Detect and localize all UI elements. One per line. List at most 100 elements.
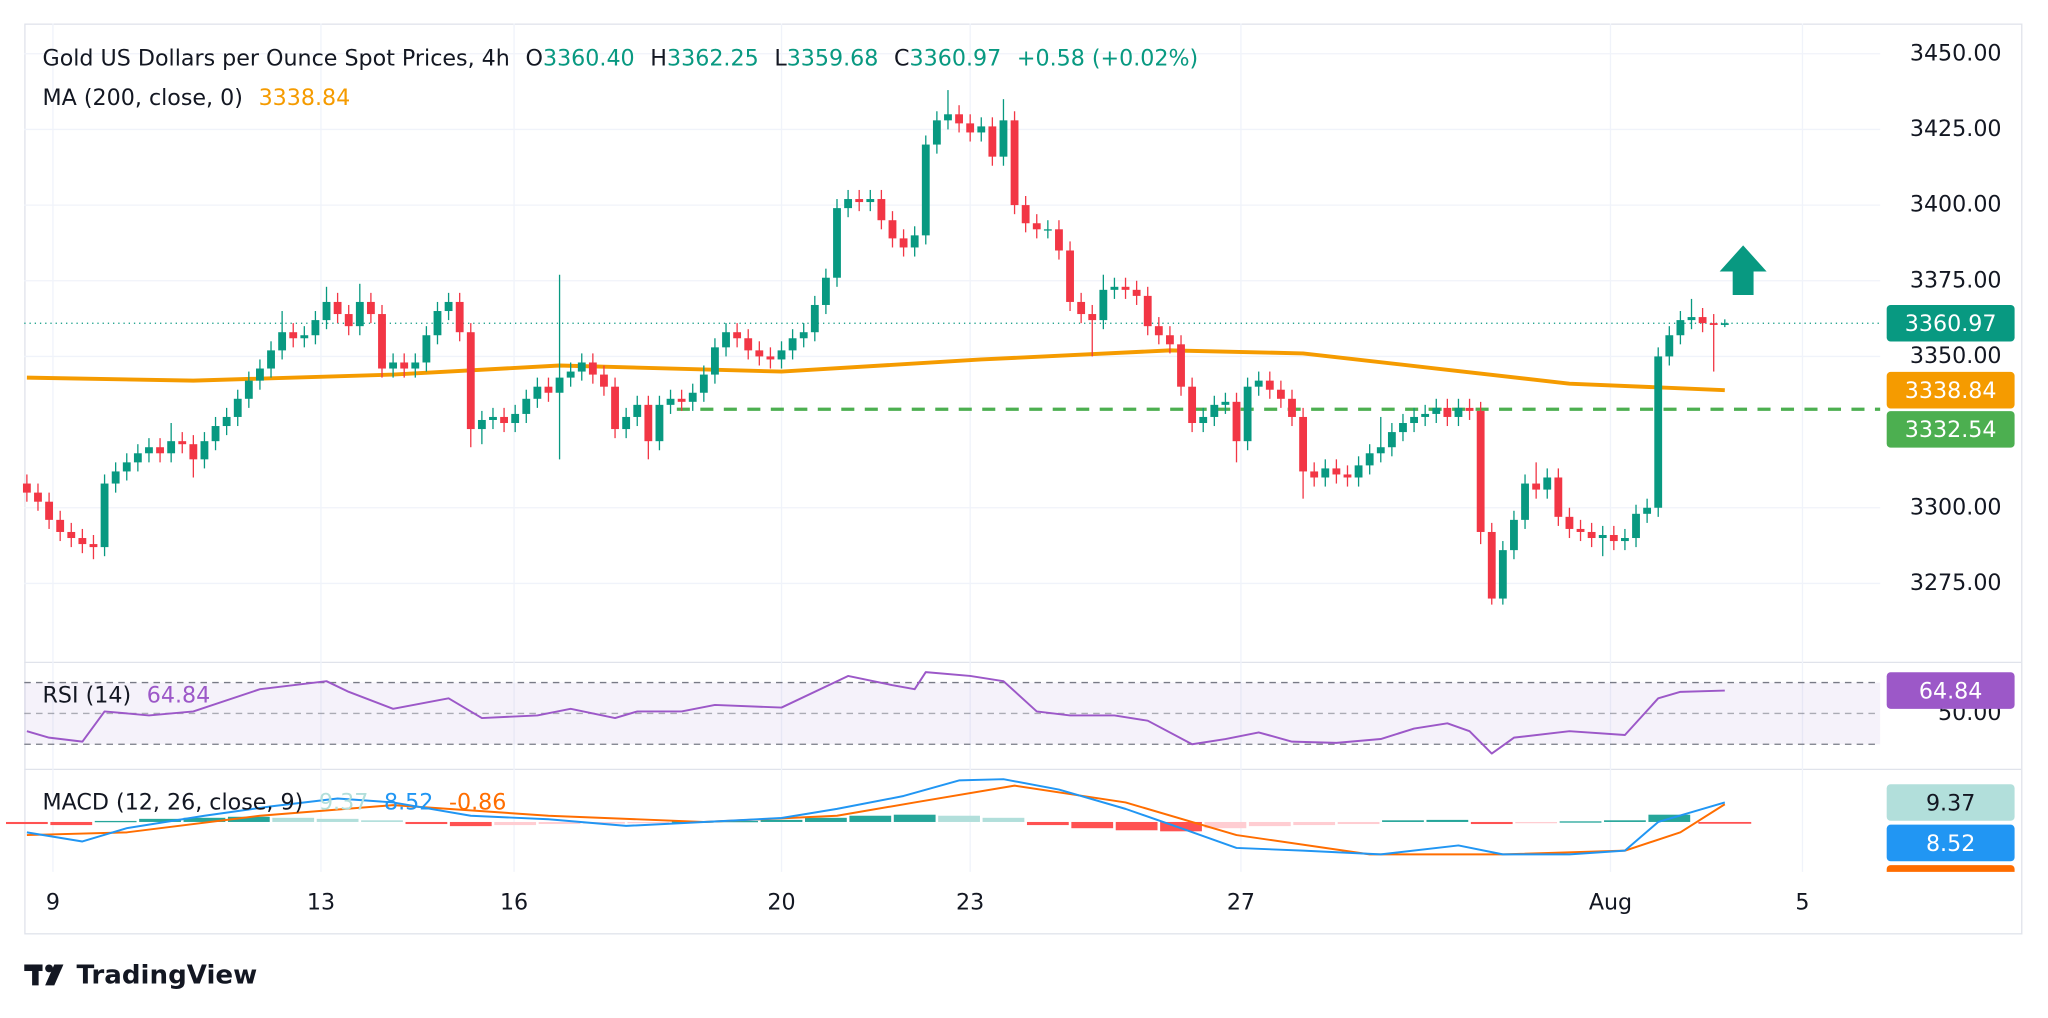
candle-body (1443, 407, 1452, 417)
rsi-value: 64.84 (147, 682, 210, 708)
macd-badge-bg (1886, 865, 2015, 872)
x-tick-label: 27 (1227, 890, 1255, 916)
candle-body (122, 462, 131, 472)
macd-badge-text: 9.37 (1926, 790, 1975, 816)
candle-body (466, 332, 475, 430)
histogram-bar (716, 820, 759, 823)
candle-body (511, 413, 520, 424)
signal-value: 8.52 (384, 789, 433, 815)
candle-body (1154, 326, 1163, 336)
candle-body (977, 126, 986, 133)
macd-legend: MACD (12, 26, close, 9) 9.37 8.52 -0.86 (43, 789, 507, 815)
up-arrow-icon (1719, 245, 1767, 295)
histogram-bar (849, 815, 892, 822)
histogram-bar (1698, 821, 1752, 824)
candle-body (1410, 416, 1418, 424)
price-badge-bg (1886, 411, 2015, 448)
candle-body (1010, 120, 1019, 206)
ma-legend: MA (200, close, 0) 3338.84 (43, 84, 351, 110)
rsi-name: RSI (14) (43, 682, 132, 708)
candle-body (1055, 229, 1063, 251)
price-badge-bg (1886, 371, 2015, 409)
candle-body (844, 199, 853, 209)
candle-body (677, 398, 686, 402)
candle-body (1665, 335, 1674, 357)
candle-body (1221, 401, 1230, 405)
candle-body (211, 426, 220, 442)
histogram-bar (1160, 821, 1202, 832)
histogram-bar (361, 820, 403, 822)
histogram-bar (1248, 821, 1291, 827)
candle-body (777, 350, 786, 360)
ma-name: MA (200, close, 0) (43, 84, 243, 110)
candle-body (355, 301, 364, 327)
candle-body (1720, 323, 1729, 325)
logo-part (45, 964, 64, 986)
candle-body (1687, 317, 1696, 321)
histogram-bar (1426, 819, 1469, 822)
candle-body (1188, 386, 1197, 424)
histogram-bar (583, 821, 625, 824)
candle-body (866, 199, 875, 203)
candle-body (899, 238, 908, 248)
rsi-legend: RSI (14) 64.84 (43, 682, 211, 708)
x-tick-label: 5 (1795, 890, 1809, 916)
candle-body (145, 447, 153, 454)
candle-body (1532, 483, 1541, 490)
logo-part (32, 964, 39, 986)
candle-body (1232, 401, 1241, 442)
candle-body (1354, 465, 1363, 478)
histogram-bar (1382, 820, 1424, 822)
histogram-bar (627, 821, 670, 824)
candle-body (821, 277, 830, 305)
macd-badges: 9.37 8.52 -0.86 (1886, 784, 2015, 872)
candle-body (711, 347, 719, 375)
candle-body (722, 332, 730, 348)
candle-body (1587, 531, 1596, 539)
candle-body (1099, 289, 1108, 321)
histogram-bar (1559, 821, 1602, 823)
candle-body (955, 114, 963, 124)
histogram-bar (1293, 821, 1336, 826)
candle-body (156, 447, 164, 454)
candle-body (189, 444, 198, 460)
ma-value: 3338.84 (259, 84, 351, 110)
candle-body (256, 368, 264, 381)
candle-body (611, 386, 619, 430)
candle-body (999, 120, 1008, 157)
candle-body (89, 544, 98, 548)
histogram-bar (1515, 821, 1558, 824)
candle-body (1465, 407, 1474, 411)
histogram-bar (805, 817, 847, 822)
candle-body (1432, 407, 1441, 414)
ohlc-value: 3362.25 (667, 45, 759, 71)
candle-body (1276, 389, 1285, 399)
logo-part (45, 964, 53, 973)
candle-body (167, 441, 176, 454)
histogram-bar (1204, 821, 1247, 829)
candle-body (932, 120, 941, 145)
price-badge-bg (1886, 304, 2015, 342)
candle-body (34, 492, 42, 502)
histogram-bar (893, 814, 936, 822)
macd-badge: 9.37 (1886, 784, 2015, 821)
candle-body (1676, 320, 1685, 336)
price-badge-text: 3338.84 (1905, 378, 1997, 404)
candle-body (688, 392, 697, 402)
candle-body (577, 362, 586, 372)
y-tick-label: 3275.00 (1910, 570, 2002, 596)
candle-body (1421, 413, 1430, 417)
candle-body (1177, 344, 1185, 387)
candle-body (921, 144, 930, 236)
candle-body (744, 338, 753, 351)
candle-body (1698, 317, 1707, 324)
histogram-bar (405, 821, 448, 825)
price-badge-text: 3360.97 (1905, 311, 1997, 337)
candle-body (322, 301, 331, 321)
candle-body (1077, 301, 1086, 315)
rsi-badge-text: 64.84 (1919, 678, 1982, 704)
candle-body (1288, 398, 1296, 417)
tradingview-logo: TradingView (24, 961, 257, 991)
candle-body (1043, 229, 1052, 231)
